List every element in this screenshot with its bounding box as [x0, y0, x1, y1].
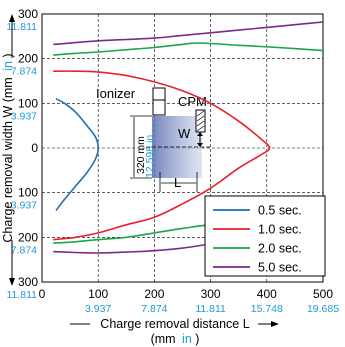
- x-tick-mm-1: 100: [88, 287, 108, 301]
- x-tick-mm-5: 500: [313, 287, 333, 301]
- y-tick-mm-6: 300: [18, 275, 38, 289]
- legend: 0.5 sec. 1.0 sec. 2.0 sec. 5.0 sec.: [204, 195, 326, 277]
- y-tick-in-3: 3.937: [11, 200, 37, 212]
- x-axis-unit: (mm in ): [151, 332, 200, 346]
- x-axis-unit-in: in: [182, 332, 192, 346]
- y-tick-mm-4: 100: [18, 186, 38, 200]
- x-tick-in-1: 7.874: [141, 303, 167, 315]
- l-label: L: [174, 175, 181, 190]
- series-line-2: [53, 42, 324, 56]
- y-arrow-up-head: [9, 14, 15, 22]
- cpm-hatch-3: [196, 120, 205, 127]
- x-axis-label-main: Charge removal distance L: [100, 317, 249, 331]
- cpm-hatch-2: [196, 115, 205, 122]
- y-axis-arrows: [9, 14, 15, 286]
- x-tick-in-4: 19.685: [307, 303, 339, 315]
- w-arrow-head-bottom: [197, 143, 203, 147]
- x-axis-label: Charge removal distance L: [100, 317, 249, 331]
- ionizer-diagram: Ionizer CPM W L 320 mm 12.598 in: [96, 86, 212, 192]
- y-axis-label-text: Charge removal width W (mm in ): [1, 53, 15, 242]
- x-tick-in-3: 15.748: [251, 303, 283, 315]
- y-axis-label: Charge removal width W (mm in ): [1, 53, 15, 242]
- legend-label-3: 5.0 sec.: [258, 261, 302, 275]
- series-line-3: [53, 21, 324, 46]
- x-tick-mm-0: 0: [39, 287, 46, 301]
- ionizer-label: Ionizer: [96, 86, 136, 101]
- y-tick-mm-0: 300: [18, 7, 38, 21]
- y-tick-mm-2: 100: [18, 96, 38, 110]
- y-tick-in-4: 7.874: [11, 244, 37, 256]
- x-tick-mm-3: 300: [201, 287, 221, 301]
- series-line-1: [53, 70, 271, 241]
- x-axis-unit-prefix: (mm: [151, 332, 176, 346]
- height-in-label: 12.598 in: [144, 135, 156, 178]
- y-tick-mm-5: 200: [18, 230, 38, 244]
- y-tick-in-5: 11.811: [6, 289, 37, 301]
- cpm-hatch-4: [196, 125, 205, 132]
- y-arrow-down-head: [9, 278, 15, 286]
- x-axis-unit-suffix: ): [195, 332, 199, 346]
- legend-label-2: 2.0 sec.: [258, 242, 302, 256]
- y-axis-label-main: Charge removal width W (mm: [1, 77, 15, 242]
- y-tick-mm-3: 0: [31, 141, 38, 155]
- y-axis-label-suffix: ): [1, 53, 15, 57]
- plot-frame: [41, 13, 324, 283]
- y-tick-in-2: 3.937: [11, 110, 37, 122]
- ionizer-body: [152, 87, 166, 116]
- y-tick-in-1: 7.874: [11, 66, 37, 78]
- w-label: W: [178, 126, 191, 141]
- y-axis-label-in: in: [1, 61, 15, 71]
- tick-labels: 0 100 200 300 400 500 3.937 7.874 11.811 15.748 19…: [6, 7, 339, 315]
- cpm-label: CPM: [178, 94, 207, 109]
- x-tick-in-2: 11.811: [195, 303, 226, 315]
- height-mm-label: 320 mm: [135, 136, 147, 174]
- series-line-0: [55, 98, 100, 212]
- x-axis-arrows: [70, 321, 279, 327]
- legend-label-1: 1.0 sec.: [258, 223, 302, 237]
- x-tick-mm-4: 400: [257, 287, 277, 301]
- w-arrow-head-top: [197, 132, 203, 136]
- legend-label-0: 0.5 sec.: [258, 204, 302, 218]
- x-arrow-right-head: [271, 321, 279, 327]
- x-tick-in-0: 3.937: [85, 303, 111, 315]
- y-tick-in-0: 11.811: [6, 21, 37, 33]
- cpm-probe: [195, 109, 206, 133]
- cpm-hatch-1: [196, 110, 205, 117]
- y-tick-mm-1: 200: [18, 52, 38, 66]
- x-tick-mm-2: 200: [144, 287, 164, 301]
